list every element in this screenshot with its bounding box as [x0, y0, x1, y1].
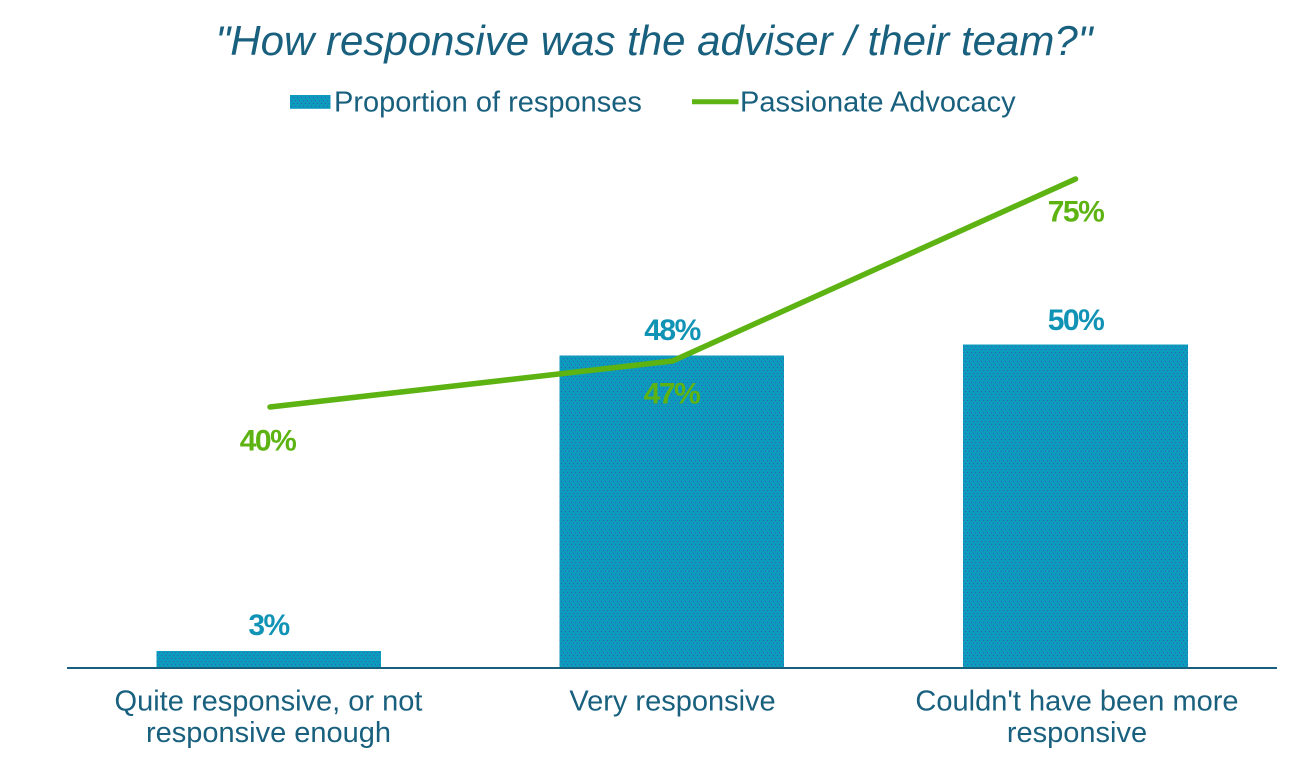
- svg-text:48%: 48%: [644, 314, 700, 347]
- svg-text:Very responsive: Very responsive: [569, 686, 775, 718]
- svg-text:Couldn't have been more: Couldn't have been more: [915, 686, 1238, 718]
- svg-text:3%: 3%: [248, 609, 289, 642]
- svg-text:47%: 47%: [644, 378, 700, 411]
- svg-text:responsive: responsive: [1007, 717, 1147, 749]
- svg-text:responsive enough: responsive enough: [146, 717, 391, 749]
- svg-text:40%: 40%: [240, 425, 296, 458]
- svg-text:Passionate Advocacy: Passionate Advocacy: [740, 87, 1016, 119]
- svg-text:"How responsive was the advise: "How responsive was the adviser / their …: [215, 17, 1094, 64]
- svg-text:Proportion of responses: Proportion of responses: [334, 87, 642, 119]
- svg-text:Quite responsive, or not: Quite responsive, or not: [115, 686, 423, 718]
- svg-text:75%: 75%: [1048, 195, 1104, 228]
- svg-text:50%: 50%: [1048, 304, 1104, 337]
